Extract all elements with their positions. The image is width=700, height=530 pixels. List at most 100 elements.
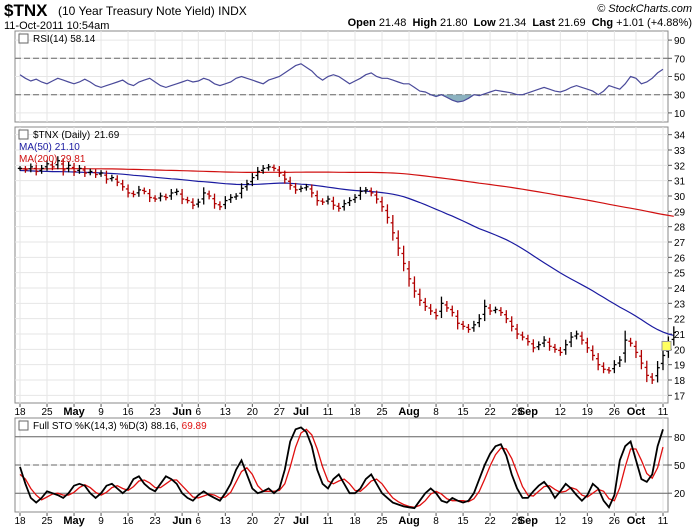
x-tick-label: 16	[123, 407, 135, 418]
y-tick-label: 50	[674, 461, 686, 472]
ma50-legend-name: MA(50)	[19, 142, 52, 153]
price-bar	[115, 175, 120, 187]
x-tick-label: 20	[247, 407, 259, 418]
x-tick-label: 6	[196, 407, 202, 418]
price-bar	[250, 173, 255, 187]
price-bar	[450, 305, 455, 317]
price-bar	[660, 348, 666, 371]
rsi-oversold-fill	[430, 94, 480, 102]
price-bar	[88, 168, 93, 176]
last-price-marker	[661, 340, 672, 351]
price-bar	[579, 331, 585, 345]
price-bar	[412, 276, 417, 298]
y-tick-label: 19	[674, 361, 686, 372]
price-bar	[304, 183, 309, 191]
price-bar	[671, 326, 677, 346]
high-label: High	[412, 17, 437, 29]
x-tick-label: Jul	[293, 515, 309, 527]
price-bar	[628, 337, 633, 347]
price-bar	[531, 339, 536, 353]
price-bar	[552, 343, 558, 353]
y-tick-label: 31	[674, 177, 686, 188]
x-tick-label: 16	[123, 516, 135, 527]
price-bar	[423, 297, 428, 311]
price-bar	[44, 159, 50, 171]
x-tick-label: 12	[555, 516, 567, 527]
rsi-line	[19, 63, 664, 103]
x-tick-label: 6	[196, 516, 202, 527]
x-tick-label: 29	[512, 407, 524, 418]
y-tick-label: 25	[674, 269, 686, 280]
panel-menu-icon	[18, 420, 29, 431]
x-tick-label: 27	[274, 516, 286, 527]
price-bar	[152, 195, 158, 202]
open-label: Open	[347, 17, 376, 29]
price-bar	[158, 192, 163, 202]
price-bar	[504, 310, 509, 324]
x-tick-label: 25	[41, 516, 53, 527]
x-tick-label: 9	[98, 407, 104, 418]
low-label: Low	[473, 17, 496, 29]
x-tick-label: 18	[349, 407, 361, 418]
price-bar	[606, 366, 612, 374]
price-bar	[590, 345, 595, 361]
price-bar	[563, 339, 568, 355]
x-tick-label: 9	[98, 516, 104, 527]
exchange-label: INDX	[218, 4, 247, 18]
price-bar	[179, 189, 185, 205]
x-tick-label: 26	[609, 407, 621, 418]
x-tick-label: 18	[14, 407, 26, 418]
x-tick-label: 20	[247, 516, 259, 527]
last-label: Last	[532, 17, 555, 29]
price-bar	[201, 187, 206, 205]
y-tick-label: 18	[674, 376, 686, 387]
x-axis-band	[15, 513, 668, 526]
y-tick-label: 28	[674, 223, 686, 234]
sto-k-line	[19, 426, 664, 510]
x-tick-label: May	[63, 515, 85, 527]
y-tick-label: 70	[674, 54, 686, 65]
price-bar	[363, 187, 369, 194]
price-bar	[314, 190, 320, 206]
price-bar	[390, 215, 396, 241]
price-bar	[595, 353, 601, 371]
x-tick-label: 11	[323, 407, 334, 418]
x-tick-label: 13	[220, 407, 232, 418]
price-bar	[558, 347, 563, 356]
price-bar	[433, 308, 439, 320]
quote-date: 11-Oct-2011 10:54am	[4, 20, 110, 32]
x-tick-label: 23	[150, 407, 162, 418]
price-bar	[136, 185, 142, 197]
price-bar	[61, 158, 66, 176]
x-tick-label: Aug	[398, 406, 419, 418]
price-bar	[541, 336, 547, 348]
price-panel: 17 18 19 20 21 22 23 24 25 26 27 28 29 30 31 32 33 34 $TNX…	[14, 126, 686, 404]
price-bar	[536, 341, 541, 351]
y-tick-label: 20	[674, 489, 686, 500]
price-bar	[23, 166, 28, 173]
x-tick-label: Jul	[293, 406, 309, 418]
x-tick-label: 22	[485, 407, 497, 418]
price-bar	[374, 190, 379, 204]
x-tick-label: Jun	[172, 515, 192, 527]
price-bar	[169, 188, 174, 200]
x-tick-label: 11	[658, 516, 669, 527]
x-axis-band	[15, 404, 668, 417]
price-bar	[460, 320, 466, 330]
price-bar	[298, 185, 304, 193]
x-axis-lower: 18 25 May 9 16 23 Jun 6 13 20 27 Jul 11 18 25 Aug 8 15 22 2…	[14, 513, 669, 527]
price-bar	[50, 161, 55, 171]
price-bar	[266, 164, 271, 171]
x-tick-label: Sep	[518, 515, 538, 527]
price-bar	[228, 194, 233, 203]
ma200-line	[20, 168, 674, 217]
y-tick-label: 30	[674, 192, 686, 203]
price-bar	[120, 179, 125, 191]
price-bar	[287, 176, 293, 190]
price-bar	[633, 340, 639, 359]
x-tick-label: 18	[14, 516, 26, 527]
x-tick-label: 22	[485, 516, 497, 527]
price-bar	[622, 330, 628, 363]
ma50-legend-value: 21.10	[55, 142, 80, 153]
